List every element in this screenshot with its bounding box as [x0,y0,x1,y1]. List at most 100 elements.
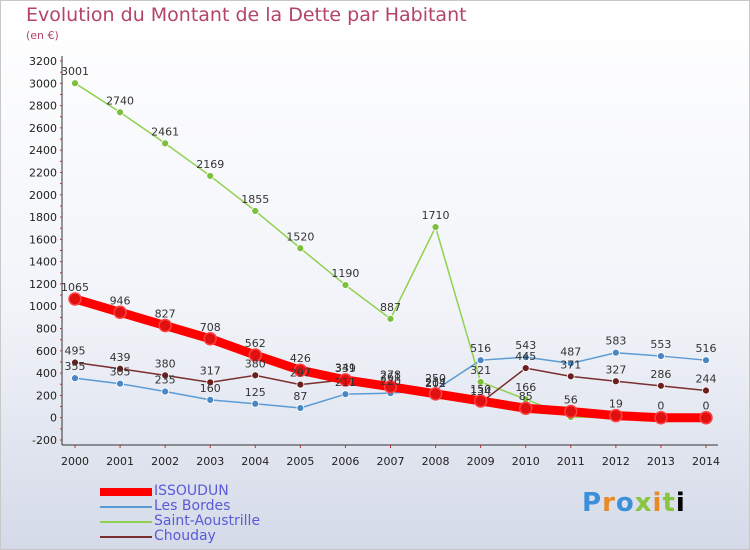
y-tick-label: 200 [36,389,57,402]
x-tick-label: 2010 [512,455,540,468]
x-tick-label: 2006 [331,455,359,468]
data-point [116,364,124,373]
logo-letter: i [675,488,686,518]
logo-letter: r [602,488,616,518]
data-label: 1710 [422,209,450,222]
data-label: 0 [657,400,664,413]
data-point [476,378,485,386]
data-label: 562 [245,337,266,350]
x-tick-label: 2001 [106,455,134,468]
data-label: 1520 [286,230,314,243]
data-label: 305 [110,366,131,379]
data-label: 56 [564,393,578,406]
data-point [431,223,440,231]
data-point [609,408,623,423]
data-point [699,410,713,425]
data-point [296,380,305,389]
legend-label: Les Bordes [154,498,231,514]
data-label: 516 [696,342,717,355]
logo-letter: P [582,488,603,518]
legend-label: Chouday [154,528,216,544]
data-label: 160 [200,382,221,395]
x-tick-label: 2014 [692,455,720,468]
data-point [296,244,305,253]
data-label: 278 [380,369,401,382]
data-label: 2169 [196,158,224,171]
data-point [161,371,170,380]
data-label: 543 [515,339,536,352]
data-label: 827 [155,308,176,321]
logo-letter: o [615,488,635,518]
data-point [206,172,215,180]
data-point [341,390,350,399]
x-tick-label: 2009 [467,455,495,468]
x-tick-label: 2003 [196,455,224,468]
data-point [296,404,305,412]
y-tick-label: -200 [32,434,57,447]
legend-label: Saint-Aoustrille [154,513,261,529]
data-label: 380 [245,357,266,370]
data-point [566,359,575,368]
y-tick-label: 2400 [29,144,57,157]
x-tick-label: 2011 [557,455,585,468]
data-label: 327 [605,363,626,376]
data-point [251,399,260,408]
data-point [657,381,665,390]
y-tick-label: 600 [36,345,57,358]
data-point [338,373,353,387]
data-label: 708 [200,321,221,334]
x-tick-label: 2004 [241,455,269,468]
x-tick-label: 2008 [422,455,450,468]
data-point [473,394,488,408]
data-label: 487 [560,345,581,358]
y-tick-label: 1600 [29,233,57,246]
y-tick-label: 2800 [29,100,57,113]
data-label: 19 [609,398,623,411]
data-label: 286 [650,368,671,381]
data-point [206,395,215,404]
data-label: 583 [605,335,626,348]
y-tick-label: 1200 [29,278,57,291]
legend-swatch [100,536,152,538]
x-tick-label: 2000 [61,455,89,468]
data-label: 250 [425,372,446,385]
data-label: 1065 [61,281,89,294]
x-tick-label: 2005 [286,455,314,468]
data-label: 2740 [106,94,134,107]
legend-label: ISSOUDUN [154,483,229,499]
logo-letter: i [652,488,663,518]
y-tick-label: 0 [50,412,57,425]
data-point [566,372,575,381]
y-tick-label: 1800 [29,211,57,224]
data-label: 426 [290,352,311,365]
data-label: 85 [519,390,533,403]
chart-title: Evolution du Montant de la Dette par Hab… [26,4,467,26]
y-tick-label: 1000 [29,300,57,313]
data-label: 439 [110,351,131,364]
data-point [206,378,215,387]
x-tick-label: 2013 [647,455,675,468]
data-label: 371 [560,358,581,371]
proxiti-logo: Proxiti [582,488,686,518]
data-point [248,348,263,362]
y-tick-label: 3000 [29,77,57,90]
data-label: 553 [650,338,671,351]
data-label: 2461 [151,125,179,138]
data-point [702,386,710,395]
data-point [428,387,443,401]
data-label: 317 [200,364,221,377]
data-point [702,356,710,365]
data-label: 166 [515,381,536,394]
data-label: 134 [470,385,491,398]
data-point [654,410,668,425]
data-label: 202 [425,377,446,390]
data-point [657,352,665,360]
data-point [383,379,398,394]
data-label: 321 [470,364,491,377]
y-tick-label: 2600 [29,122,57,135]
data-label: 341 [335,362,356,375]
y-tick-label: 800 [36,323,57,336]
data-point [251,207,260,215]
